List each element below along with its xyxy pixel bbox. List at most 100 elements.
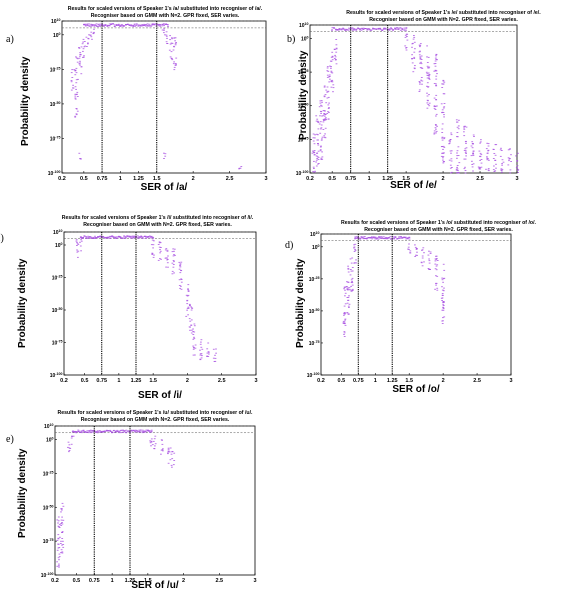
chart-title-line-1: Results for scaled versions of Speaker 1…: [341, 220, 536, 226]
data-point: [320, 157, 323, 159]
data-point: [167, 448, 170, 450]
y-tick-label: 10-25: [298, 69, 309, 76]
data-point: [455, 169, 458, 171]
data-point: [75, 239, 78, 241]
data-point: [143, 430, 145, 432]
data-point: [80, 73, 83, 75]
data-point: [349, 258, 352, 260]
data-point: [62, 544, 65, 545]
chart-panel-e: e) Results for scaled versions of Speake…: [0, 408, 280, 599]
data-point: [104, 430, 106, 432]
data-point: [456, 166, 458, 168]
data-point: [75, 114, 78, 116]
data-point: [330, 56, 333, 58]
x-axis-label: SER of /u/: [131, 580, 179, 591]
x-tick-label: 1: [368, 176, 371, 182]
data-point: [328, 74, 331, 76]
data-point: [316, 152, 319, 154]
data-point: [86, 46, 88, 47]
data-point: [516, 167, 518, 169]
data-point: [122, 429, 124, 431]
data-point: [172, 264, 175, 265]
data-point: [56, 565, 59, 567]
data-point: [421, 249, 424, 251]
data-point: [433, 63, 436, 65]
data-point: [314, 170, 316, 172]
data-point: [488, 159, 490, 161]
data-point: [509, 172, 511, 174]
data-point: [450, 150, 453, 152]
data-point: [465, 147, 468, 149]
data-point: [323, 85, 326, 87]
data-point: [158, 246, 161, 248]
data-point: [77, 429, 80, 431]
data-point: [317, 143, 319, 144]
data-point: [62, 505, 65, 507]
data-point: [344, 303, 347, 305]
data-point: [317, 163, 319, 165]
data-point: [86, 24, 89, 26]
data-point: [95, 25, 98, 26]
data-point: [76, 245, 78, 246]
data-point: [166, 249, 169, 251]
data-point: [419, 57, 422, 59]
data-point: [207, 351, 210, 353]
data-point: [379, 27, 382, 29]
data-point: [313, 168, 315, 169]
data-point: [427, 86, 429, 88]
data-point: [207, 356, 210, 357]
data-point: [192, 345, 195, 347]
data-point: [335, 44, 338, 46]
data-point: [188, 326, 191, 328]
data-point: [455, 168, 458, 170]
data-point: [501, 170, 503, 172]
panel-label: b): [287, 34, 296, 45]
data-point: [125, 429, 128, 431]
data-point: [194, 344, 197, 346]
data-point: [137, 25, 140, 27]
data-point: [118, 430, 121, 432]
data-point: [487, 158, 489, 160]
data-point: [374, 238, 377, 240]
data-point: [405, 47, 408, 48]
data-point: [405, 29, 407, 31]
data-point: [167, 26, 169, 27]
data-point: [344, 29, 346, 31]
data-point: [78, 63, 81, 65]
data-point: [354, 236, 357, 238]
data-point: [419, 58, 422, 60]
data-point: [330, 67, 332, 69]
data-point: [515, 155, 517, 157]
data-point: [441, 297, 444, 299]
data-point: [93, 25, 96, 27]
data-point: [91, 431, 94, 433]
data-point: [76, 249, 78, 251]
data-point: [115, 24, 118, 25]
data-point: [178, 279, 181, 281]
y-tick-label: 100: [46, 437, 54, 444]
data-point: [96, 26, 98, 27]
y-tick-label: 100: [312, 244, 320, 251]
data-point: [389, 236, 392, 238]
data-point: [319, 121, 322, 123]
data-point: [443, 116, 445, 118]
data-point: [436, 287, 439, 289]
data-point: [342, 28, 345, 30]
y-tick-label: 10-100: [41, 572, 54, 579]
data-point: [435, 83, 437, 85]
data-point: [426, 45, 428, 47]
data-point: [57, 516, 60, 518]
data-point: [418, 91, 421, 92]
data-point: [313, 143, 316, 145]
data-point: [440, 103, 443, 105]
data-point: [413, 67, 416, 69]
data-point: [156, 24, 158, 26]
data-point: [164, 155, 167, 157]
data-point: [74, 98, 77, 100]
data-point: [451, 171, 453, 173]
data-point: [331, 72, 334, 74]
data-point: [173, 66, 176, 68]
data-point: [207, 342, 210, 344]
data-point: [126, 235, 129, 237]
data-point: [170, 464, 173, 466]
